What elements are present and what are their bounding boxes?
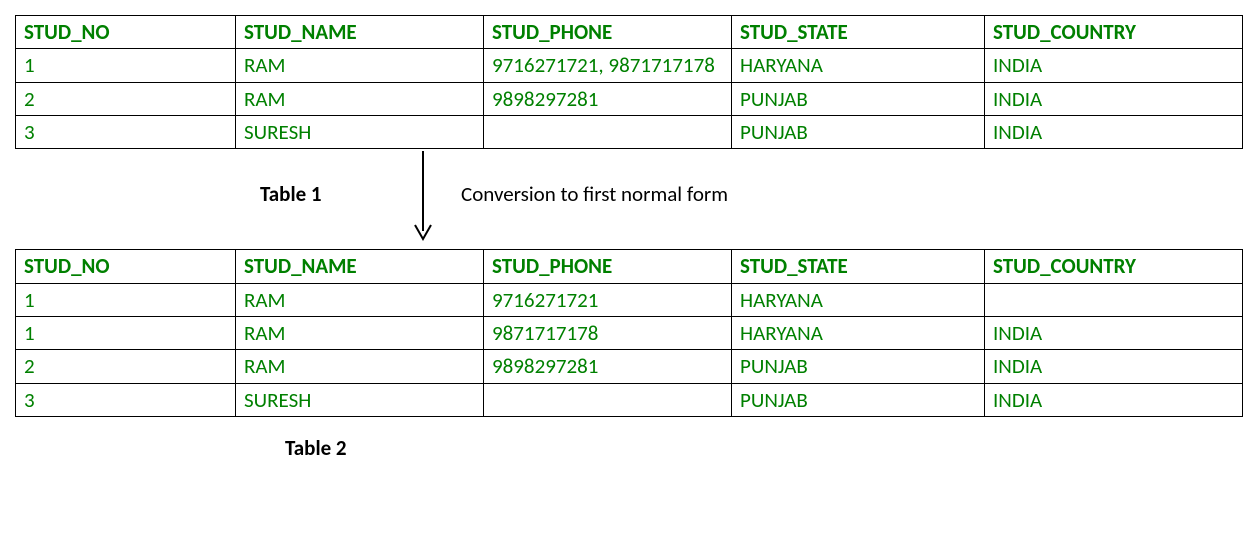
table-cell: 9898297281 <box>484 350 732 383</box>
table-cell: RAM <box>236 283 484 316</box>
table-cell: 1 <box>16 49 236 82</box>
table-row: 1 RAM 9716271721 HARYANA <box>16 283 1243 316</box>
table-2-col-header: STUD_PHONE <box>484 250 732 283</box>
table-2-col-header: STUD_NAME <box>236 250 484 283</box>
table-cell: RAM <box>236 49 484 82</box>
table-2-col-header: STUD_COUNTRY <box>985 250 1243 283</box>
down-arrow-icon <box>412 149 434 245</box>
table-2: STUD_NO STUD_NAME STUD_PHONE STUD_STATE … <box>15 249 1243 417</box>
table-row: 3 SURESH PUNJAB INDIA <box>16 383 1243 416</box>
table-cell: INDIA <box>985 49 1243 82</box>
table-1-col-header: STUD_NO <box>16 16 236 49</box>
table-cell: INDIA <box>985 82 1243 115</box>
table-cell: INDIA <box>985 317 1243 350</box>
table-1-col-header: STUD_STATE <box>732 16 985 49</box>
table-row: 3 SURESH PUNJAB INDIA <box>16 116 1243 149</box>
conversion-label: Conversion to first normal form <box>461 181 728 207</box>
table-cell: INDIA <box>985 350 1243 383</box>
table-cell: 1 <box>16 283 236 316</box>
table-cell: 9871717178 <box>484 317 732 350</box>
table-cell: 1 <box>16 317 236 350</box>
table-cell: 9716271721, 9871717178 <box>484 49 732 82</box>
table-cell: HARYANA <box>732 49 985 82</box>
table-cell: RAM <box>236 82 484 115</box>
table-1-header-row: STUD_NO STUD_NAME STUD_PHONE STUD_STATE … <box>16 16 1243 49</box>
table-cell <box>484 116 732 149</box>
table-1-col-header: STUD_NAME <box>236 16 484 49</box>
table-2-col-header: STUD_STATE <box>732 250 985 283</box>
table-row: 2 RAM 9898297281 PUNJAB INDIA <box>16 350 1243 383</box>
table-2-caption: Table 2 <box>285 435 347 461</box>
table-cell: PUNJAB <box>732 383 985 416</box>
table-cell: PUNJAB <box>732 82 985 115</box>
table-cell <box>484 383 732 416</box>
table-cell: RAM <box>236 350 484 383</box>
table-2-col-header: STUD_NO <box>16 250 236 283</box>
table-cell: HARYANA <box>732 283 985 316</box>
table-1-caption: Table 1 <box>260 181 322 207</box>
table-1: STUD_NO STUD_NAME STUD_PHONE STUD_STATE … <box>15 15 1243 149</box>
table-cell: 9898297281 <box>484 82 732 115</box>
table-cell: 9716271721 <box>484 283 732 316</box>
table-1-col-header: STUD_PHONE <box>484 16 732 49</box>
table-cell: INDIA <box>985 116 1243 149</box>
table-row: 2 RAM 9898297281 PUNJAB INDIA <box>16 82 1243 115</box>
table-cell: PUNJAB <box>732 350 985 383</box>
table-cell: HARYANA <box>732 317 985 350</box>
table-cell: 3 <box>16 116 236 149</box>
table-cell <box>985 283 1243 316</box>
table-row: 1 RAM 9871717178 HARYANA INDIA <box>16 317 1243 350</box>
table-cell: INDIA <box>985 383 1243 416</box>
table-cell: 2 <box>16 350 236 383</box>
conversion-region: Table 1 Conversion to first normal form <box>15 149 1242 249</box>
table-row: 1 RAM 9716271721, 9871717178 HARYANA IND… <box>16 49 1243 82</box>
table-cell: SURESH <box>236 116 484 149</box>
table-2-header-row: STUD_NO STUD_NAME STUD_PHONE STUD_STATE … <box>16 250 1243 283</box>
table-cell: RAM <box>236 317 484 350</box>
table-1-col-header: STUD_COUNTRY <box>985 16 1243 49</box>
table-cell: PUNJAB <box>732 116 985 149</box>
table-cell: SURESH <box>236 383 484 416</box>
table-cell: 2 <box>16 82 236 115</box>
table-cell: 3 <box>16 383 236 416</box>
